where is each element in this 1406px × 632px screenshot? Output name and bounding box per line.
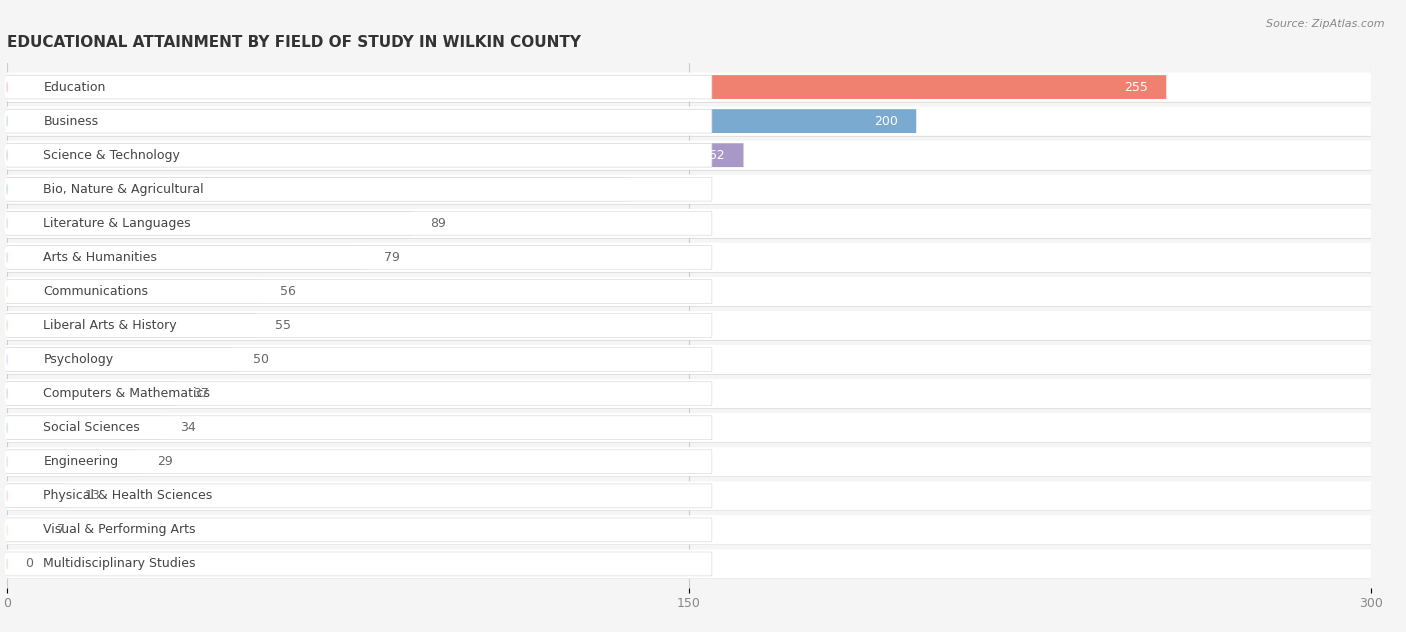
FancyBboxPatch shape [7,178,711,201]
FancyBboxPatch shape [7,552,711,576]
FancyBboxPatch shape [7,345,1371,374]
Text: 200: 200 [875,114,898,128]
Text: 55: 55 [276,319,291,332]
Text: 7: 7 [58,523,65,537]
Text: Source: ZipAtlas.com: Source: ZipAtlas.com [1267,19,1385,29]
Circle shape [6,418,8,438]
Text: Multidisciplinary Studies: Multidisciplinary Studies [44,557,195,571]
Text: Social Sciences: Social Sciences [44,421,141,434]
Circle shape [6,520,8,540]
Text: 29: 29 [157,455,173,468]
FancyBboxPatch shape [7,109,711,133]
FancyBboxPatch shape [7,75,1166,99]
Text: Visual & Performing Arts: Visual & Performing Arts [44,523,195,537]
FancyBboxPatch shape [7,311,1371,340]
FancyBboxPatch shape [7,279,262,303]
FancyBboxPatch shape [7,313,257,337]
FancyBboxPatch shape [7,245,366,269]
FancyBboxPatch shape [7,447,1371,476]
Text: Education: Education [44,80,105,94]
Text: 255: 255 [1125,80,1149,94]
Circle shape [6,384,8,404]
Text: 79: 79 [384,251,401,264]
Text: Business: Business [44,114,98,128]
Circle shape [6,179,8,199]
Text: Physical & Health Sciences: Physical & Health Sciences [44,489,212,502]
Text: Computers & Mathematics: Computers & Mathematics [44,387,211,400]
FancyBboxPatch shape [7,109,917,133]
Text: Arts & Humanities: Arts & Humanities [44,251,157,264]
FancyBboxPatch shape [7,518,39,542]
FancyBboxPatch shape [7,75,711,99]
FancyBboxPatch shape [7,211,711,235]
FancyBboxPatch shape [7,279,711,303]
Text: 37: 37 [194,387,209,400]
FancyBboxPatch shape [7,348,711,372]
FancyBboxPatch shape [7,515,1371,544]
Text: 0: 0 [25,557,34,571]
FancyBboxPatch shape [7,484,66,507]
Circle shape [6,281,8,301]
FancyBboxPatch shape [7,277,1371,306]
Text: 34: 34 [180,421,195,434]
FancyBboxPatch shape [7,416,711,440]
FancyBboxPatch shape [7,549,1371,578]
FancyBboxPatch shape [7,484,711,507]
Text: Engineering: Engineering [44,455,118,468]
FancyBboxPatch shape [7,382,711,406]
FancyBboxPatch shape [7,209,1371,238]
Text: Bio, Nature & Agricultural: Bio, Nature & Agricultural [44,183,204,196]
Text: 50: 50 [253,353,269,366]
FancyBboxPatch shape [7,141,1371,169]
Circle shape [6,111,8,131]
Circle shape [6,349,8,370]
Circle shape [6,77,8,97]
FancyBboxPatch shape [7,382,176,406]
Text: Liberal Arts & History: Liberal Arts & History [44,319,177,332]
Text: 13: 13 [84,489,100,502]
FancyBboxPatch shape [7,348,235,372]
FancyBboxPatch shape [7,413,1371,442]
FancyBboxPatch shape [7,245,711,269]
Circle shape [6,247,8,267]
FancyBboxPatch shape [7,450,711,473]
Circle shape [6,452,8,472]
Circle shape [6,315,8,336]
Circle shape [6,554,8,574]
Text: EDUCATIONAL ATTAINMENT BY FIELD OF STUDY IN WILKIN COUNTY: EDUCATIONAL ATTAINMENT BY FIELD OF STUDY… [7,35,581,49]
Text: 162: 162 [702,149,725,162]
FancyBboxPatch shape [7,482,1371,510]
Text: 56: 56 [280,285,295,298]
Text: 137: 137 [588,183,612,196]
FancyBboxPatch shape [7,211,412,235]
FancyBboxPatch shape [7,416,162,440]
FancyBboxPatch shape [7,313,711,337]
Circle shape [6,145,8,166]
FancyBboxPatch shape [7,178,630,201]
Circle shape [6,213,8,233]
Text: Psychology: Psychology [44,353,114,366]
FancyBboxPatch shape [7,450,139,473]
FancyBboxPatch shape [7,518,711,542]
FancyBboxPatch shape [7,143,744,167]
FancyBboxPatch shape [7,175,1371,204]
Text: 89: 89 [430,217,446,230]
FancyBboxPatch shape [7,107,1371,136]
Circle shape [6,485,8,506]
FancyBboxPatch shape [7,73,1371,102]
FancyBboxPatch shape [7,379,1371,408]
Text: Communications: Communications [44,285,149,298]
Text: Science & Technology: Science & Technology [44,149,180,162]
FancyBboxPatch shape [7,143,711,167]
Text: Literature & Languages: Literature & Languages [44,217,191,230]
FancyBboxPatch shape [7,243,1371,272]
